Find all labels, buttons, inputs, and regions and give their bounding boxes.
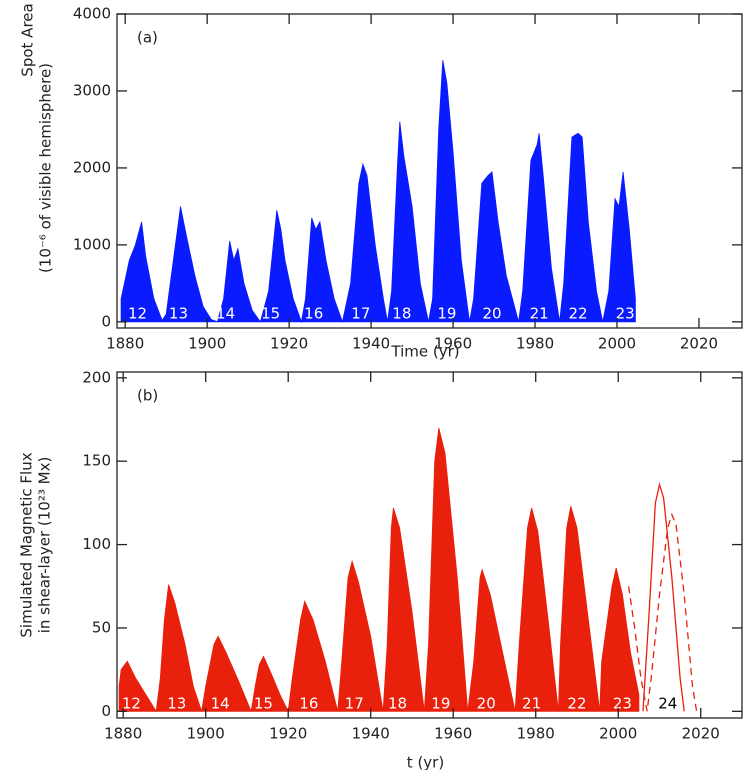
cycle-label: 13 (169, 305, 188, 323)
panel-label: (a) (137, 29, 158, 47)
y-axis-label: in shear-layer (10²³ Mx) (36, 457, 54, 634)
cycle-label: 24 (658, 695, 677, 713)
area (120, 60, 636, 324)
cycle-label: 22 (569, 305, 588, 323)
area (118, 427, 640, 713)
cycle-label: 19 (431, 695, 450, 713)
x-tick-label: 1960 (434, 725, 472, 743)
cycle-label: 16 (304, 305, 323, 323)
y-axis-label: Simulated Magnetic Flux (18, 452, 36, 637)
x-tick-label: 1980 (516, 335, 554, 353)
y-axis-label: Spot Area (19, 3, 37, 76)
x-tick-label: 2020 (680, 335, 718, 353)
panel-label: (b) (137, 387, 158, 405)
x-tick-label: 1980 (517, 725, 555, 743)
x-tick-label: 1940 (352, 725, 390, 743)
x-tick-label: 1900 (188, 335, 226, 353)
x-tick-label: 1960 (434, 335, 472, 353)
cycle-label: 17 (351, 305, 370, 323)
cycle-label: 22 (567, 695, 586, 713)
line (642, 482, 685, 712)
line (627, 512, 698, 712)
cycle-label: 21 (530, 305, 549, 323)
y-tick-label: 4000 (73, 5, 111, 23)
cycle-label: 18 (392, 305, 411, 323)
cycle-label: 23 (613, 695, 632, 713)
x-tick-label: 2000 (599, 725, 637, 743)
x-tick-label: 2000 (598, 335, 636, 353)
x-tick-label: 1880 (106, 335, 144, 353)
x-tick-label: 1920 (270, 335, 308, 353)
plot-area (120, 60, 636, 324)
y-axis-label: (10⁻⁶ of visible hemisphere) (37, 63, 55, 273)
x-tick-label: 1940 (352, 335, 390, 353)
cycle-label: 14 (211, 695, 230, 713)
y-tick-label: 2000 (73, 158, 111, 176)
frame (116, 13, 743, 329)
y-tick-label: 100 (82, 535, 111, 553)
cycle-label: 12 (128, 305, 147, 323)
y-tick-label: 3000 (73, 81, 111, 99)
cycle-label: 21 (522, 695, 541, 713)
cycle-label: 19 (437, 305, 456, 323)
y-tick-label: 200 (82, 368, 111, 386)
cycle-label: 14 (216, 305, 235, 323)
cycle-label: 18 (388, 695, 407, 713)
x-tick-label: 1900 (187, 725, 225, 743)
cycle-label: 20 (482, 305, 501, 323)
cycle-label: 17 (345, 695, 364, 713)
cycle-label: 13 (167, 695, 186, 713)
y-tick-label: 150 (82, 452, 111, 470)
cycle-label: 20 (477, 695, 496, 713)
cycle-label: 16 (299, 695, 318, 713)
x-tick-label: 2020 (682, 725, 720, 743)
plot-area (118, 427, 698, 713)
x-axis-label: t (yr) (407, 754, 444, 770)
y-tick-label: 1000 (73, 235, 111, 253)
y-tick-label: 0 (101, 702, 111, 720)
cycle-label: 15 (254, 695, 273, 713)
cycle-label: 23 (616, 305, 635, 323)
x-tick-label: 1920 (269, 725, 307, 743)
x-tick-label: 1880 (104, 725, 142, 743)
x-axis-label: Time (yr) (390, 343, 459, 361)
cycle-label: 12 (122, 695, 141, 713)
y-tick-label: 0 (101, 312, 111, 330)
y-tick-label: 50 (92, 618, 111, 636)
cycle-label: 15 (261, 305, 280, 323)
